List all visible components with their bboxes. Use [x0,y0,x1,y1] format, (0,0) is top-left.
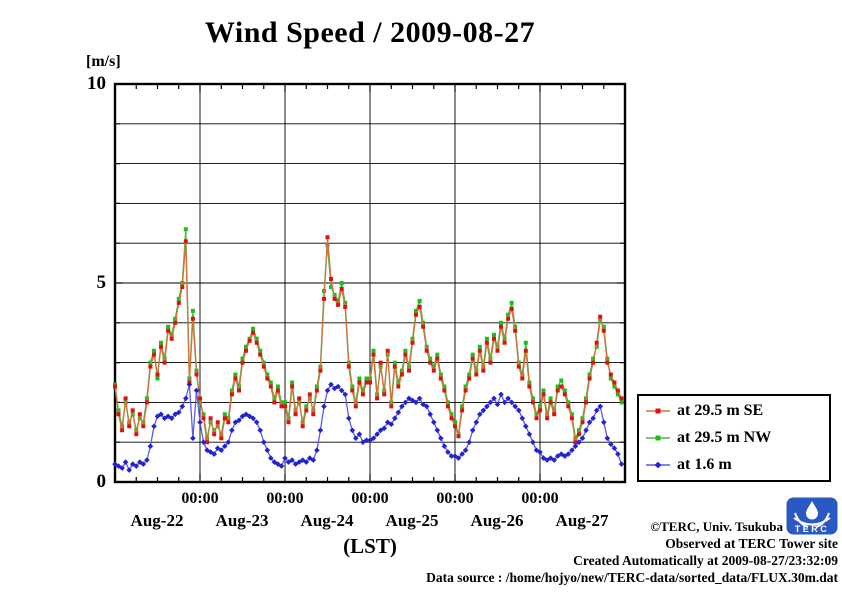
data-source-text: Data source : /home/hojyo/new/TERC-data/… [426,570,838,585]
x-tick-label-midnight-1: 00:00 [181,490,219,507]
legend-label-se: at 29.5 m SE [677,402,764,420]
copyright-text: ©TERC, Univ. Tsukuba [650,519,783,534]
x-tick-label-midnight-2: 00:00 [266,490,304,507]
x-tick-label-midnight-3: 00:00 [351,490,389,507]
y-axis-unit-label: [m/s] [86,53,121,70]
legend-item-1-6m: at 1.6 m [645,456,829,474]
page-title: Wind Speed / 2009-08-27 [204,16,536,49]
y-tick-label-10: 10 [87,73,106,94]
x-tick-label-midnight-5: 00:00 [521,490,559,507]
legend-label-1-6m: at 1.6 m [677,455,732,473]
x-day-label-aug22: Aug-22 [130,511,184,530]
x-day-label-aug24: Aug-24 [300,511,354,530]
legend-marker-se [645,405,671,417]
x-day-label-aug25: Aug-25 [385,511,439,530]
observed-at-text: Observed at TERC Tower site [665,536,838,551]
legend-box: at 29.5 m SE at 29.5 m NW at 1.6 m [637,394,831,482]
x-tick-label-midnight-4: 00:00 [436,490,474,507]
legend-item-nw: at 29.5 m NW [645,429,829,447]
x-axis-label: (LST) [343,534,397,558]
terc-logo-icon: TERC [786,497,838,535]
legend-marker-nw [645,432,671,444]
x-day-label-aug23: Aug-23 [215,511,269,530]
y-tick-label-0: 0 [96,471,107,492]
y-tick-label-5: 5 [96,272,107,293]
x-day-label-aug27: Aug-27 [555,511,609,530]
created-at-text: Created Automatically at 2009-08-27/23:3… [573,553,838,568]
terc-logo-text: TERC [795,524,830,534]
legend-label-nw: at 29.5 m NW [677,428,772,446]
legend-marker-1-6m [645,459,671,471]
legend-item-se: at 29.5 m SE [645,402,829,420]
x-day-label-aug26: Aug-26 [470,511,524,530]
